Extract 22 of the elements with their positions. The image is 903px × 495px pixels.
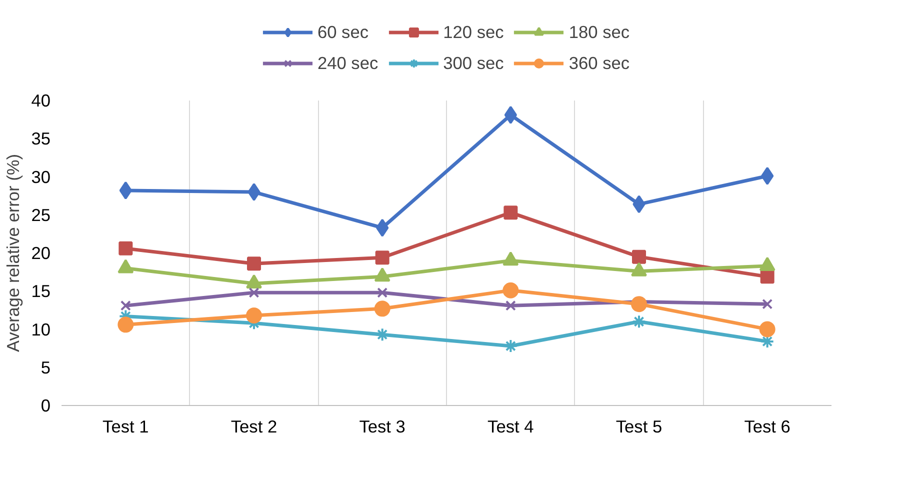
y-tick-label: 10 [31,319,51,340]
y-tick-label: 40 [31,90,51,110]
legend-label: 60 sec [317,22,369,42]
y-tick-label: 15 [31,281,51,302]
legend-label: 300 sec [443,52,504,74]
y-tick-label: 20 [31,243,51,263]
x-tick-label: Test 4 [488,416,534,436]
y-tick-label: 25 [31,204,51,225]
legend-label: 180 sec [568,22,630,42]
x-tick-label: Test 6 [744,416,790,436]
x-tick-label: Test 2 [230,416,278,436]
y-tick-label: 30 [31,166,51,187]
y-tick-label: 5 [40,357,51,378]
legend-label: 240 sec [317,52,378,74]
x-tick-label: Test 1 [102,416,149,436]
legend-label: 120 sec [443,22,504,42]
x-tick-label: Test 3 [359,416,406,436]
y-tick-label: 35 [31,128,51,149]
x-tick-label: Test 5 [616,416,662,436]
y-tick-label: 0 [40,396,51,416]
legend-label: 360 sec [568,52,630,74]
y-axis-title: Average relative error (%) [3,154,24,352]
